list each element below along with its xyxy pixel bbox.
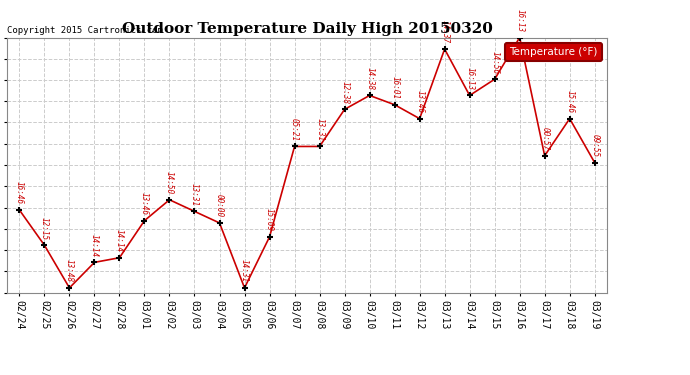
Text: 14:56: 14:56 [490,51,499,74]
Text: 13:46: 13:46 [415,90,424,113]
Text: 16:13: 16:13 [515,9,524,32]
Text: 00:00: 00:00 [215,194,224,217]
Text: Copyright 2015 Cartronics.com: Copyright 2015 Cartronics.com [7,26,163,35]
Text: 13:31: 13:31 [315,118,324,141]
Text: 00:57: 00:57 [540,127,549,150]
Text: 09:55: 09:55 [590,134,599,157]
Text: 05:21: 05:21 [290,118,299,141]
Text: 16:01: 16:01 [390,76,399,99]
Text: 14:14: 14:14 [90,234,99,257]
Text: 12:15: 12:15 [40,216,49,240]
Text: 16:46: 16:46 [15,181,24,204]
Text: 13:46: 13:46 [140,192,149,215]
Text: 14:37: 14:37 [440,20,449,44]
Text: 13:31: 13:31 [190,183,199,206]
Text: 14:38: 14:38 [365,67,374,90]
Text: 13:48: 13:48 [65,259,74,282]
Text: 15:09: 15:09 [265,208,274,231]
Legend: Temperature (°F): Temperature (°F) [505,43,602,61]
Text: 14:14: 14:14 [115,229,124,252]
Text: 12:38: 12:38 [340,81,349,104]
Text: 15:46: 15:46 [565,90,574,113]
Text: 14:50: 14:50 [165,171,174,194]
Title: Outdoor Temperature Daily High 20150320: Outdoor Temperature Daily High 20150320 [121,22,493,36]
Text: 16:13: 16:13 [465,67,474,90]
Text: 14:31: 14:31 [240,259,249,282]
